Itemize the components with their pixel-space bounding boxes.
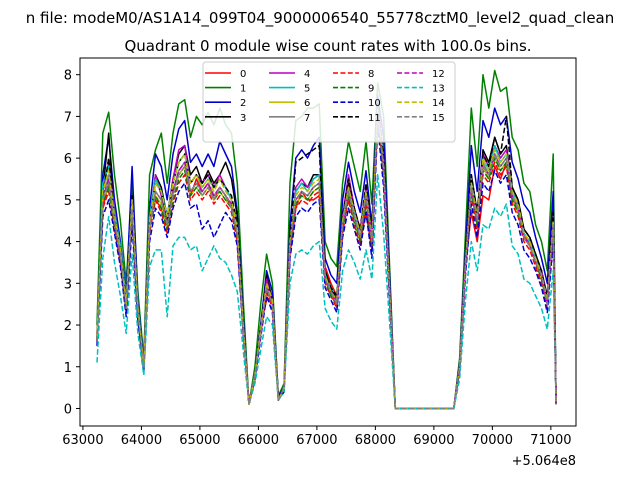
y-tick-label: 4 bbox=[64, 236, 72, 251]
series-line-14 bbox=[96, 107, 557, 410]
x-tick-label: 65000 bbox=[179, 433, 220, 448]
x-tick-label: 64000 bbox=[121, 433, 162, 448]
x-tick-label: 66000 bbox=[238, 433, 279, 448]
figure-suptitle: n file: modeM0/AS1A14_099T04_9000006540_… bbox=[26, 9, 615, 28]
legend-label-1: 1 bbox=[240, 84, 246, 95]
legend-label-6: 6 bbox=[304, 98, 310, 109]
legend-label-7: 7 bbox=[304, 113, 310, 124]
legend-label-11: 11 bbox=[368, 113, 381, 124]
legend-label-9: 9 bbox=[368, 84, 374, 95]
series-line-4 bbox=[96, 107, 557, 410]
legend-label-15: 15 bbox=[432, 113, 445, 124]
x-tick-label: 71000 bbox=[530, 433, 571, 448]
x-tick-label: 68000 bbox=[355, 433, 396, 448]
y-tick-label: 6 bbox=[64, 152, 72, 167]
y-tick-label: 5 bbox=[64, 194, 72, 209]
x-offset-label: +5.064e8 bbox=[512, 454, 576, 469]
legend-label-2: 2 bbox=[240, 98, 246, 109]
legend-label-13: 13 bbox=[432, 84, 445, 95]
legend-label-3: 3 bbox=[240, 113, 246, 124]
plot-area bbox=[96, 69, 557, 410]
legend-label-10: 10 bbox=[368, 98, 381, 109]
y-tick-label: 2 bbox=[64, 319, 72, 334]
x-axis: 63000 64000 65000 66000 67000 68000 69000 70000… bbox=[62, 426, 572, 448]
series-line-9 bbox=[96, 111, 557, 410]
series-line-8 bbox=[96, 115, 557, 410]
legend-label-12: 12 bbox=[432, 69, 445, 80]
legend-box bbox=[202, 61, 456, 143]
series-line-10 bbox=[96, 124, 557, 410]
y-tick-label: 1 bbox=[64, 361, 72, 376]
legend-label-4: 4 bbox=[304, 69, 310, 80]
legend-label-0: 0 bbox=[240, 69, 246, 80]
y-tick-label: 7 bbox=[64, 110, 72, 125]
y-axis: 0 1 2 3 4 5 6 7 8 bbox=[64, 69, 80, 417]
x-tick-label: 63000 bbox=[62, 433, 103, 448]
y-tick-label: 0 bbox=[64, 402, 72, 417]
x-tick-label: 70000 bbox=[472, 433, 513, 448]
legend-label-8: 8 bbox=[368, 69, 374, 80]
legend-label-5: 5 bbox=[304, 84, 310, 95]
series-line-11 bbox=[96, 103, 557, 410]
y-tick-label: 3 bbox=[64, 277, 72, 292]
axes-frame bbox=[79, 57, 577, 427]
series-line-2 bbox=[96, 94, 557, 410]
chart-title: Quadrant 0 module wise count rates with … bbox=[124, 37, 531, 55]
series-line-5 bbox=[96, 103, 557, 410]
series-line-13 bbox=[96, 174, 557, 410]
x-tick-label: 67000 bbox=[296, 433, 337, 448]
legend-label-14: 14 bbox=[432, 98, 445, 109]
y-tick-label: 8 bbox=[64, 69, 72, 84]
series-line-0 bbox=[96, 98, 557, 410]
series-line-15 bbox=[96, 111, 557, 410]
x-tick-label: 69000 bbox=[413, 433, 454, 448]
